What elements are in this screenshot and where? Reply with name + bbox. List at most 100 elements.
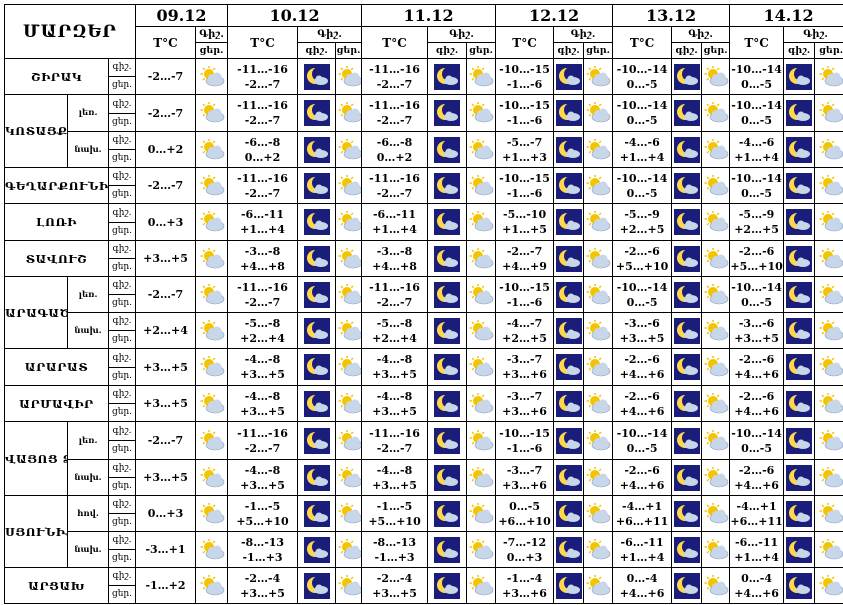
col-day-header: ցեր.	[335, 42, 363, 59]
night-icon-cell	[297, 58, 337, 95]
partly-cloudy-day-icon	[338, 65, 361, 86]
temp-range-pair: -4…-6 +1…+4	[612, 131, 673, 168]
night-icon-cell	[297, 167, 337, 204]
day-icon-cell	[583, 203, 614, 241]
temp-night: -2…-4	[244, 571, 281, 585]
col-night-header: գիշ.	[783, 42, 816, 59]
temp-night: -6…-8	[244, 135, 281, 149]
day-header: ցեր.	[194, 42, 229, 59]
crescent-moon-cloud-night-icon	[673, 390, 700, 417]
temp-night: -4…-8	[244, 463, 281, 477]
night-icon-cell	[297, 312, 337, 349]
temp-day: -2…-7	[244, 77, 281, 91]
temp-range-pair: -3…-8 +4…+8	[361, 240, 429, 277]
partly-cloudy-day-icon	[704, 392, 729, 413]
temp-range: -3…+1	[135, 531, 196, 568]
partly-cloudy-day-icon	[338, 429, 361, 450]
night-icon-cell	[427, 203, 468, 241]
temp-day: 0…-5	[626, 441, 658, 455]
temp-range-pair: -10…-15 -1…-6	[495, 94, 555, 132]
day-icon-cell	[701, 203, 731, 241]
temp-day: -1…-6	[506, 77, 543, 91]
region-name: ՏԱՎՈՒՇ	[4, 240, 109, 277]
temp-night: -5…-8	[244, 316, 281, 330]
day-icon-cell	[583, 531, 614, 568]
partly-cloudy-day-icon	[586, 247, 611, 268]
night-icon-cell	[427, 58, 468, 95]
temp-range-pair: -3…-8 +4…+8	[227, 240, 299, 277]
weather-icon-cell	[194, 495, 229, 532]
temp-range-pair: -10…-15 -1…-6	[495, 276, 555, 313]
temp-range-pair: 0…-4 +4…+6	[729, 567, 785, 604]
tod-day-label: ցեր.	[109, 366, 135, 385]
crescent-moon-cloud-night-icon	[786, 136, 813, 163]
tod-night-label: գիշ.	[112, 135, 132, 145]
temp-day: +1…+4	[734, 150, 779, 164]
temp-range-pair: -4…-8 +3…+5	[227, 459, 299, 496]
temp-range-pair: -10…-14 0…-5	[612, 421, 673, 460]
day-icon-cell	[466, 203, 497, 241]
subregion-label: նախ.	[67, 131, 109, 168]
day-icon-cell	[335, 421, 363, 460]
night-icon-cell	[783, 240, 816, 277]
temp-night: -10…-14	[616, 62, 668, 76]
partly-cloudy-day-icon	[338, 502, 361, 523]
partly-cloudy-day-icon	[469, 211, 494, 232]
temp-day: +1…+4	[372, 223, 417, 236]
partly-cloudy-day-icon	[469, 174, 494, 195]
crescent-moon-cloud-night-icon	[786, 245, 813, 272]
crescent-moon-cloud-night-icon	[555, 209, 582, 235]
crescent-moon-cloud-night-icon	[786, 209, 813, 235]
crescent-moon-cloud-night-icon	[303, 390, 330, 417]
day-icon-cell	[701, 312, 731, 349]
crescent-moon-cloud-night-icon	[673, 536, 700, 563]
night-icon-cell	[671, 312, 703, 349]
temp-day: +4…+6	[619, 368, 665, 381]
temp-night: -8…-13	[372, 535, 417, 549]
crescent-moon-cloud-night-icon	[786, 100, 813, 126]
temp-range-pair: -10…-14 0…-5	[612, 58, 673, 95]
region-name: ԳԵՂԱՐՔՈՒՆԻՔ	[4, 167, 109, 204]
temp-day: +3…+5	[372, 586, 417, 600]
temp-range-pair: -6…-8 0…+2	[227, 131, 299, 168]
partly-cloudy-day-icon	[704, 102, 729, 123]
temp-night: -2…-6	[738, 463, 775, 477]
night-icon-cell	[783, 531, 816, 568]
night-header: Գիշ.	[194, 26, 229, 43]
forecast-row: ՇԻՐԱԿ գիշ. ցեր. -2…-7 -11…-16 -2…-7 -11…-16 -2……	[4, 58, 843, 95]
time-of-day-labels: գիշ. ցեր.	[108, 531, 136, 568]
partly-cloudy-day-icon	[819, 283, 843, 304]
time-of-day-labels: գիշ. ցեր.	[108, 203, 136, 241]
temp-night: 0…-4	[741, 571, 773, 585]
temp-header: T°C	[227, 26, 299, 59]
temp-header: T°C	[495, 26, 555, 59]
temp-night: -2…-6	[624, 244, 660, 258]
day-icon-cell	[814, 276, 843, 313]
day-icon-cell	[701, 495, 731, 532]
subregion-label: նախ.	[67, 531, 109, 568]
temp-range-pair: -11…-16 -2…-7	[227, 421, 299, 460]
temp-range-pair: -11…-16 -2…-7	[361, 58, 429, 95]
temp-night: -1…-5	[376, 499, 413, 513]
day-icon-cell	[335, 348, 363, 386]
temp-range-pair: -5…-9 +2…+5	[729, 203, 785, 241]
temp-day: +2…+4	[372, 331, 417, 345]
temp-range-pair: -3…-7 +3…+6	[495, 385, 555, 422]
night-icon-cell	[297, 276, 337, 313]
temp-night: -11…-16	[369, 280, 420, 294]
temp-day: 0…+2	[376, 150, 413, 164]
partly-cloudy-day-icon	[338, 102, 361, 123]
date-header: 13.12	[612, 4, 731, 27]
crescent-moon-cloud-night-icon	[303, 354, 330, 380]
night-icon-cell	[783, 131, 816, 168]
tod-night-label: գիշ.	[112, 207, 132, 218]
temp-range-pair: -6…-11 +1…+4	[612, 531, 673, 568]
temp-range: -2…-7	[135, 167, 196, 204]
temp-day: +3…+5	[240, 586, 285, 600]
day-icon-cell	[466, 240, 497, 277]
partly-cloudy-day-icon	[200, 392, 224, 413]
temp-night: -8…-13	[240, 535, 285, 549]
temp-range-pair: -8…-13 -1…+3	[227, 531, 299, 568]
day-icon-cell	[583, 459, 614, 496]
temp-range-pair: -7…-12 0…+3	[495, 531, 555, 568]
